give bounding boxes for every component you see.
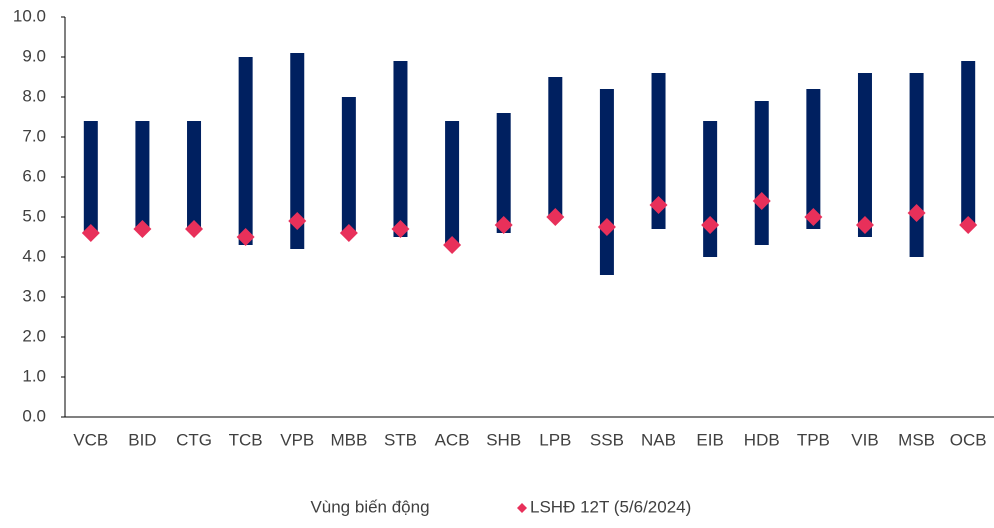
marker: [391, 220, 410, 238]
x-tick-label: VIB: [851, 430, 878, 449]
x-tick-label: VPB: [280, 430, 314, 449]
x-tick-label: STB: [384, 430, 417, 449]
marker: [546, 208, 565, 226]
range-bar: [857, 73, 872, 237]
marker: [81, 224, 100, 242]
x-tick-label: ACB: [435, 430, 470, 449]
marker: [907, 204, 926, 222]
range-bar: [909, 73, 924, 257]
x-tick-label: LPB: [539, 430, 571, 449]
range-bar: [703, 121, 718, 257]
marker: [494, 216, 513, 234]
x-tick-label: VCB: [73, 430, 108, 449]
marker: [597, 218, 616, 236]
marker: [339, 224, 358, 242]
x-tick-label: SHB: [486, 430, 521, 449]
marker: [133, 220, 152, 238]
range-bar: [238, 57, 253, 245]
x-tick-label: OCB: [950, 430, 987, 449]
range-bar: [599, 89, 614, 275]
marker: [185, 220, 204, 238]
x-tick-label: EIB: [696, 430, 723, 449]
marker: [855, 216, 874, 234]
y-tick-label: 9.0: [22, 46, 46, 65]
x-tick-label: TCB: [229, 430, 263, 449]
range-bar: [548, 77, 563, 217]
legend-label: Vùng biến động: [310, 497, 429, 516]
marker: [649, 196, 668, 214]
marker: [443, 236, 462, 254]
y-tick-label: 8.0: [22, 86, 46, 105]
range-bar: [806, 89, 821, 229]
marker: [236, 228, 255, 246]
y-tick-label: 0.0: [22, 406, 46, 425]
range-bar: [83, 121, 98, 233]
legend-marker: [517, 503, 527, 513]
x-tick-label: SSB: [590, 430, 624, 449]
x-tick-label: MSB: [898, 430, 935, 449]
marker: [701, 216, 720, 234]
y-tick-label: 6.0: [22, 166, 46, 185]
x-tick-label: MBB: [330, 430, 367, 449]
marker: [804, 208, 823, 226]
range-bar: [754, 101, 769, 245]
range-bar: [961, 61, 976, 225]
y-tick-label: 3.0: [22, 286, 46, 305]
marker: [288, 212, 307, 230]
y-tick-label: 1.0: [22, 366, 46, 385]
marker: [959, 216, 978, 234]
y-tick-label: 10.0: [13, 6, 46, 25]
y-tick-label: 4.0: [22, 246, 46, 265]
range-bar: [393, 61, 408, 237]
x-tick-label: HDB: [744, 430, 780, 449]
legend-label: LSHĐ 12T (5/6/2024): [530, 497, 691, 516]
range-bar: [651, 73, 666, 229]
x-tick-label: CTG: [176, 430, 212, 449]
range-bar: [290, 53, 305, 249]
range-bar: [341, 97, 356, 233]
x-tick-label: BID: [128, 430, 156, 449]
y-tick-label: 2.0: [22, 326, 46, 345]
y-tick-label: 5.0: [22, 206, 46, 225]
x-tick-label: NAB: [641, 430, 676, 449]
x-tick-label: TPB: [797, 430, 830, 449]
marker: [752, 192, 771, 210]
range-bar: [445, 121, 460, 245]
range-bar: [496, 113, 511, 233]
range-bar: [187, 121, 202, 229]
range-bar: [135, 121, 150, 229]
y-tick-label: 7.0: [22, 126, 46, 145]
